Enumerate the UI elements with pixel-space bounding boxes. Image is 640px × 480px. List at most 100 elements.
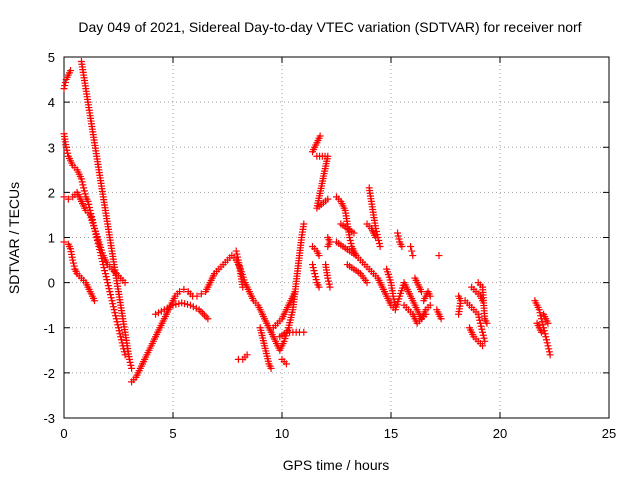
data-point-interp xyxy=(469,331,477,339)
data-point-interp xyxy=(407,308,415,316)
data-point-interp xyxy=(293,272,301,280)
data-point-interp xyxy=(299,223,307,231)
data-point-interp xyxy=(88,122,96,130)
data-point-interp xyxy=(94,235,102,243)
data-point-interp xyxy=(322,197,330,205)
y-axis-label: SDTVAR / TECUs xyxy=(6,182,22,294)
data-point-interp xyxy=(78,178,86,186)
data-point-interp xyxy=(348,264,356,272)
data-point-interp xyxy=(80,276,88,284)
data-point xyxy=(408,247,416,255)
data-point-interp xyxy=(153,331,161,339)
data-point-interp xyxy=(534,321,542,329)
data-point-interp xyxy=(335,195,343,203)
data-point-interp xyxy=(536,326,544,334)
data-point-interp xyxy=(72,267,80,275)
data-point-interp xyxy=(161,312,169,320)
data-point-interp xyxy=(343,217,351,225)
data-point-interp xyxy=(470,285,478,293)
grid-lines xyxy=(64,57,609,418)
x-tick-label: 20 xyxy=(493,426,507,441)
data-point-interp xyxy=(114,285,122,293)
data-point-interp xyxy=(62,141,70,149)
data-point-interp xyxy=(101,267,109,275)
data-point-interp xyxy=(157,321,165,329)
data-point-interp xyxy=(311,245,319,253)
data-point xyxy=(110,306,118,314)
data-point-interp xyxy=(543,317,551,325)
data-point-interp xyxy=(79,68,87,76)
data-point-interp xyxy=(271,321,279,329)
data-point xyxy=(407,243,415,251)
data-point-interp xyxy=(375,240,383,248)
data-point-interp xyxy=(110,258,118,266)
data-point-interp xyxy=(184,300,192,308)
data-point-interp xyxy=(112,312,120,320)
data-point-interp xyxy=(115,327,123,335)
data-point-interp xyxy=(127,361,135,369)
data-point-interp xyxy=(61,82,69,90)
data-point-interp xyxy=(241,353,249,361)
data-point-interp xyxy=(389,289,397,297)
data-point-interp xyxy=(543,336,551,344)
data-point-interp xyxy=(363,263,371,271)
data-point-interp xyxy=(197,308,205,316)
data-point-interp xyxy=(68,253,76,261)
data-point xyxy=(326,283,334,291)
data-point-interp xyxy=(312,141,320,149)
data-point-interp xyxy=(314,136,322,144)
data-point-interp xyxy=(107,291,115,299)
data-point xyxy=(232,247,240,255)
data-point-interp xyxy=(361,276,369,284)
data-point-interp xyxy=(536,309,544,317)
data-point-interp xyxy=(85,200,93,208)
data-point-interp xyxy=(365,222,373,230)
y-tick-label: 1 xyxy=(48,231,55,246)
data-point-interp xyxy=(89,294,97,302)
data-point xyxy=(391,301,399,309)
data-point xyxy=(106,288,114,296)
data-point-interp xyxy=(354,268,362,276)
data-point-interp xyxy=(545,348,553,356)
data-point-interp xyxy=(350,250,358,258)
data-point-interp xyxy=(545,345,553,353)
data-point-interp xyxy=(482,317,490,325)
data-point-interp xyxy=(543,339,551,347)
data-point-interp xyxy=(92,150,100,158)
data-point-interp xyxy=(244,285,252,293)
x-tick-label: 0 xyxy=(60,426,67,441)
data-point-interp xyxy=(209,272,217,280)
data-point-interp xyxy=(236,267,244,275)
data-point-interp xyxy=(103,217,111,225)
data-point xyxy=(311,270,319,278)
data-point xyxy=(476,319,484,327)
data-point-interp xyxy=(310,146,318,154)
data-point-interp xyxy=(472,335,480,343)
data-point-interp xyxy=(109,300,117,308)
data-point-interp xyxy=(311,273,319,281)
data-point-interp xyxy=(276,317,284,325)
data-point xyxy=(101,270,109,278)
data-point xyxy=(546,351,554,359)
data-point-interp xyxy=(481,312,489,320)
data-points xyxy=(60,58,554,386)
data-point-interp xyxy=(456,294,464,302)
data-point-interp xyxy=(367,195,375,203)
data-point-interp xyxy=(314,249,322,257)
data-point-interp xyxy=(105,285,113,293)
data-point-interp xyxy=(325,240,333,248)
data-point-interp xyxy=(63,73,71,81)
data-point-interp xyxy=(85,285,93,293)
data-point-interp xyxy=(292,328,300,336)
data-point-interp xyxy=(74,168,82,176)
data-point-interp xyxy=(118,312,126,320)
data-point-interp xyxy=(76,173,84,181)
data-point xyxy=(108,297,116,305)
data-point-interp xyxy=(117,336,125,344)
data-point-interp xyxy=(424,303,432,311)
data-point-interp xyxy=(415,317,423,325)
data-point-interp xyxy=(391,298,399,306)
data-point-interp xyxy=(312,276,320,284)
data-point xyxy=(409,252,417,260)
